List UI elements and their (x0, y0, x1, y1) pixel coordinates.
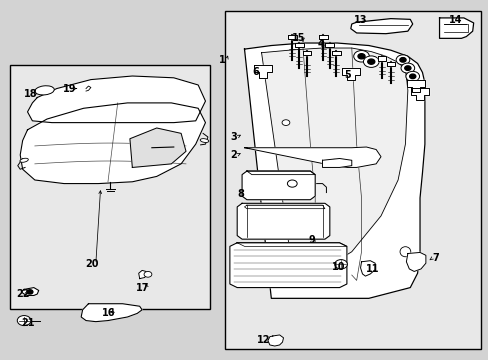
Polygon shape (242, 171, 315, 200)
Polygon shape (331, 51, 340, 55)
Text: 13: 13 (353, 15, 366, 26)
Text: 14: 14 (448, 15, 462, 26)
Text: 5: 5 (344, 70, 350, 80)
Bar (224, 12, 480, 348)
Polygon shape (410, 88, 428, 100)
Circle shape (400, 63, 414, 73)
Polygon shape (350, 19, 412, 34)
Ellipse shape (399, 247, 410, 257)
Circle shape (334, 260, 346, 269)
Text: 16: 16 (102, 308, 116, 318)
Ellipse shape (35, 86, 54, 95)
Text: 4: 4 (317, 40, 324, 49)
Circle shape (409, 74, 415, 78)
Text: 22: 22 (16, 289, 29, 299)
Polygon shape (21, 288, 39, 296)
Circle shape (404, 66, 410, 70)
Circle shape (405, 71, 419, 81)
Text: 1: 1 (219, 55, 225, 65)
Polygon shape (139, 270, 147, 279)
Circle shape (17, 316, 31, 325)
Polygon shape (360, 261, 374, 276)
Circle shape (367, 59, 374, 64)
Text: 17: 17 (136, 283, 149, 293)
Circle shape (395, 55, 409, 65)
Polygon shape (319, 35, 327, 39)
Ellipse shape (200, 139, 208, 143)
Polygon shape (261, 48, 407, 275)
Text: 19: 19 (63, 84, 77, 94)
Polygon shape (244, 43, 424, 298)
Circle shape (353, 50, 368, 62)
Polygon shape (407, 80, 424, 92)
Text: 15: 15 (292, 33, 305, 43)
Polygon shape (287, 35, 296, 39)
Circle shape (287, 180, 297, 187)
Text: 21: 21 (20, 318, 34, 328)
Bar (10, 65, 210, 309)
Text: 20: 20 (85, 259, 99, 269)
Circle shape (363, 56, 378, 67)
Circle shape (330, 159, 338, 165)
Circle shape (399, 58, 405, 62)
Circle shape (27, 290, 33, 294)
Text: 11: 11 (365, 264, 378, 274)
Polygon shape (377, 56, 385, 60)
Polygon shape (237, 203, 329, 239)
Circle shape (282, 120, 289, 126)
Text: 12: 12 (257, 334, 270, 345)
Circle shape (357, 54, 364, 59)
Circle shape (282, 206, 289, 212)
Polygon shape (439, 18, 473, 39)
Polygon shape (302, 51, 311, 55)
Polygon shape (130, 128, 185, 167)
Ellipse shape (20, 158, 28, 162)
Polygon shape (386, 62, 394, 66)
Polygon shape (322, 158, 351, 167)
Polygon shape (341, 68, 359, 80)
Text: 18: 18 (24, 89, 38, 99)
Text: 6: 6 (252, 67, 259, 77)
Polygon shape (267, 335, 283, 346)
Text: 3: 3 (229, 132, 236, 142)
Circle shape (144, 271, 152, 277)
Text: 8: 8 (237, 189, 244, 199)
Polygon shape (325, 42, 333, 47)
Polygon shape (294, 42, 303, 47)
Text: 7: 7 (432, 253, 439, 263)
Polygon shape (81, 304, 142, 321)
Text: 2: 2 (229, 150, 236, 160)
Polygon shape (20, 103, 205, 184)
Polygon shape (406, 252, 425, 271)
Polygon shape (254, 65, 271, 78)
Polygon shape (27, 76, 205, 123)
Text: 9: 9 (308, 235, 315, 245)
Text: 10: 10 (331, 262, 345, 272)
Polygon shape (244, 147, 380, 167)
Polygon shape (229, 243, 346, 288)
